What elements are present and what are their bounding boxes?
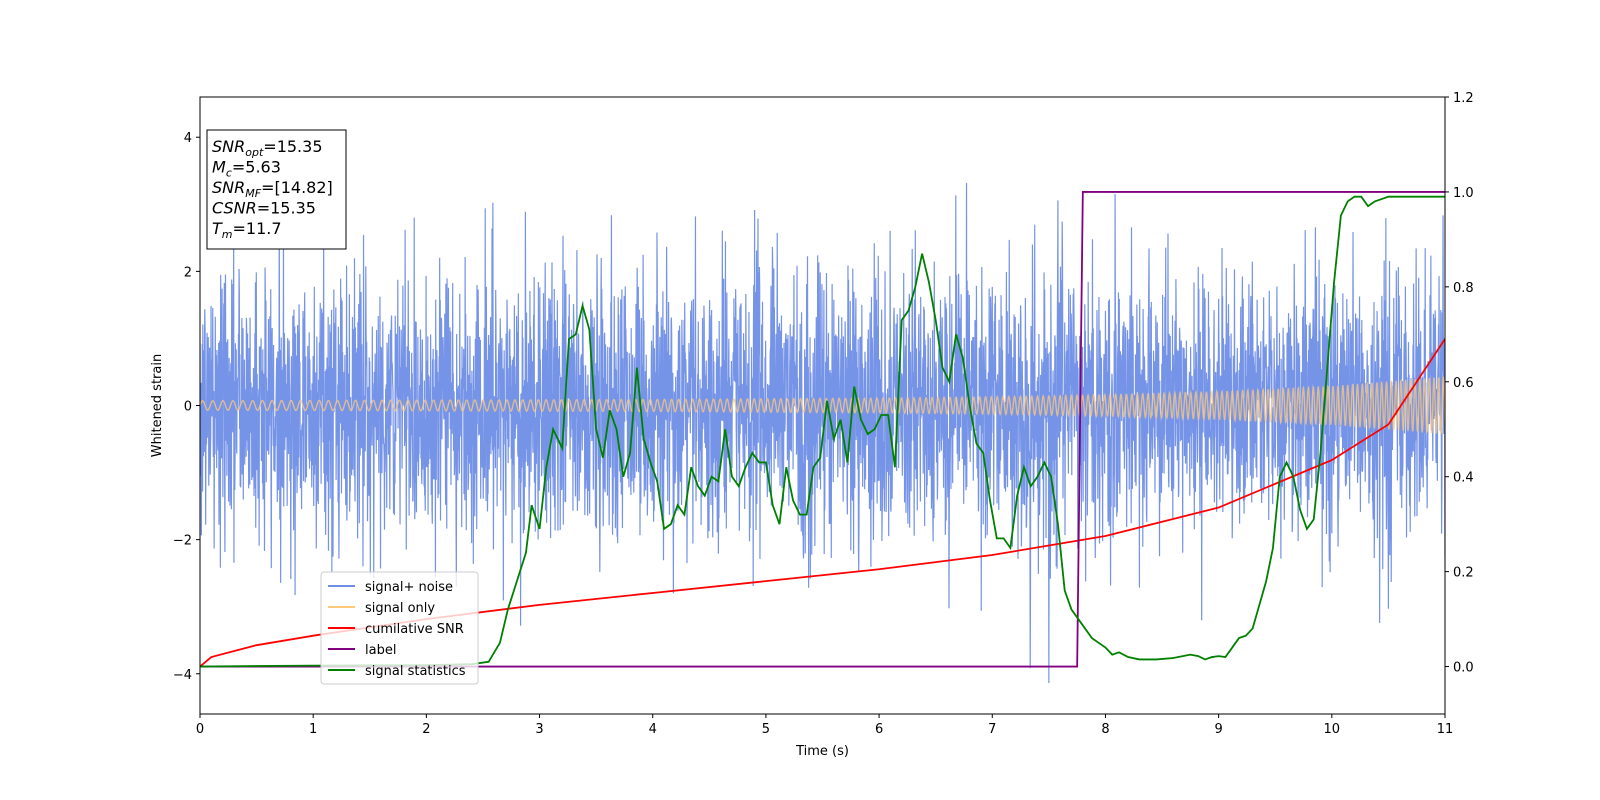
y-left-tick-label: 2 xyxy=(184,265,192,280)
series-cumilative-snr xyxy=(200,338,1445,668)
x-tick-label: 1 xyxy=(309,722,317,737)
y-right-tick-label: 1.2 xyxy=(1453,91,1474,106)
legend-label: signal statistics xyxy=(365,664,466,679)
x-axis-title: Time (s) xyxy=(795,744,849,759)
x-tick-label: 10 xyxy=(1324,722,1341,737)
info-line: Mc=5.63 xyxy=(212,158,281,180)
x-tick-label: 4 xyxy=(649,722,657,737)
legend: signal+ noise signal only cumilative SNR la… xyxy=(320,571,479,685)
series-signal-noise xyxy=(200,182,1445,683)
x-tick-label: 3 xyxy=(535,722,543,737)
y-right-tick-label: 1.0 xyxy=(1453,186,1474,201)
legend-label: label xyxy=(365,643,396,658)
y-right-tick-label: 0.6 xyxy=(1453,376,1474,391)
y-right-tick-label: 0.4 xyxy=(1453,471,1474,486)
x-tick-label: 6 xyxy=(875,722,883,737)
info-box: SNRopt=15.35Mc=5.63SNRMF=[14.82]CSNR=15.… xyxy=(206,129,347,250)
y-left-tick-label: −4 xyxy=(173,668,192,683)
series-label xyxy=(200,191,1445,668)
legend-label: signal only xyxy=(365,601,435,616)
series-signal-statistics xyxy=(200,195,1445,668)
y-right-tick-label: 0.2 xyxy=(1453,566,1474,581)
legend-frame xyxy=(320,571,479,685)
legend-label: signal+ noise xyxy=(365,580,453,595)
info-box-frame xyxy=(206,129,347,250)
y-left-tick-label: −2 xyxy=(173,534,192,549)
y-left-tick-label: 4 xyxy=(184,131,192,146)
y-axis-title: Whitened strain xyxy=(150,354,165,457)
series-signal-only xyxy=(200,376,1445,436)
x-tick-label: 5 xyxy=(762,722,770,737)
info-line: Tm=11.7 xyxy=(212,219,282,241)
legend-label: cumilative SNR xyxy=(365,622,464,637)
y-right-tick-label: 0.8 xyxy=(1453,281,1474,296)
y-right-tick-label: 0.0 xyxy=(1453,661,1474,676)
y-left-tick-label: 0 xyxy=(184,400,192,415)
x-tick-label: 2 xyxy=(422,722,430,737)
info-line: CSNR=15.35 xyxy=(212,199,316,218)
info-line: SNRMF=[14.82] xyxy=(212,178,333,200)
axes-layer: Time (s) Whitened strain 0 1 2 3 4 5 6 7 8 9 10 11 −… xyxy=(150,91,1474,759)
x-tick-label: 8 xyxy=(1101,722,1109,737)
x-tick-label: 7 xyxy=(988,722,996,737)
info-line: SNRopt=15.35 xyxy=(212,137,323,159)
plot-series-layer xyxy=(200,182,1445,683)
x-tick-label: 0 xyxy=(196,722,204,737)
x-tick-label: 9 xyxy=(1214,722,1222,737)
x-tick-label: 11 xyxy=(1437,722,1454,737)
